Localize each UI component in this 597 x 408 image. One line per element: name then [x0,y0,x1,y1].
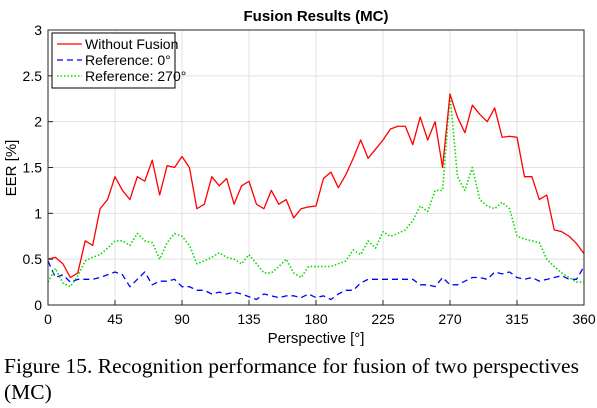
y-tick-label: 2 [34,114,42,130]
fusion-results-chart: 0 45 90 135 180 225 270 315 360 0 0.5 1 1.5 2 2.5 3 Fus… [3,8,596,347]
x-tick-label: 180 [304,311,328,327]
legend-label-reference-270: Reference: 270° [85,68,186,84]
y-tick-label: 1 [34,205,42,221]
chart-title: Fusion Results (MC) [244,8,389,25]
y-tick-label: 3 [34,22,42,38]
chart-legend: Without Fusion Reference: 0° Reference: … [51,32,186,89]
y-tick-label: 0.5 [23,251,43,267]
x-tick-label: 270 [438,311,462,327]
x-tick-label: 315 [505,311,529,327]
chart-ticks: 0 45 90 135 180 225 270 315 360 0 0.5 1 1.5 2 2.5 3 [23,22,596,327]
x-tick-label: 45 [107,311,123,327]
series-line-reference-0 [47,260,585,301]
x-axis-label: Perspective [°] [268,330,365,347]
legend-label-reference-0: Reference: 0° [85,52,171,68]
series-line-without-fusion [47,93,585,279]
x-tick-label: 90 [174,311,190,327]
y-tick-label: 2.5 [23,68,43,84]
x-tick-label: 0 [44,311,52,327]
series-line-reference-270 [47,93,584,288]
y-tick-label: 0 [34,297,42,313]
y-tick-label: 1.5 [23,160,43,176]
legend-label-without-fusion: Without Fusion [85,36,178,52]
figure-caption: Figure 15. Recognition performance for f… [4,354,579,404]
x-tick-label: 360 [572,311,596,327]
x-tick-label: 135 [237,311,261,327]
x-tick-label: 225 [371,311,395,327]
chart-series [47,93,585,301]
y-axis-label: EER [%] [3,140,20,197]
